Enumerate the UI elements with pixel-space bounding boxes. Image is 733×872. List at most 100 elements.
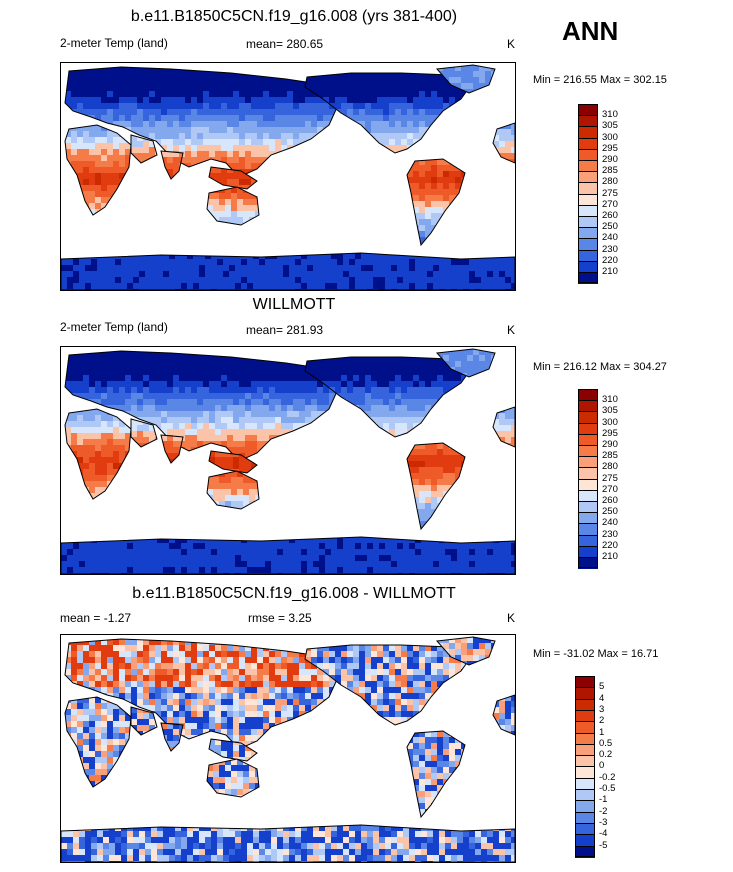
colorbar-swatch [575,811,595,824]
units-label: K [507,323,516,337]
min-max-label: Min = 216.12 Max = 304.27 [533,361,667,373]
colorbar-swatch [578,445,598,458]
colorbar-label: 260 [602,495,618,506]
colorbar-swatch [578,534,598,547]
colorbar-label: 0.5 [599,737,613,749]
colorbar-swatch [578,204,598,217]
colorbar-label: 280 [602,461,618,473]
colorbar-label: 220 [602,254,618,266]
colorbar-label: 250 [602,221,618,233]
colorbar-label: 260 [602,210,618,221]
colorbar-label: -2 [599,805,608,817]
colorbar-outline [578,104,598,284]
colorbar-swatch [578,478,598,491]
temperature-map [60,62,516,291]
mean-label: mean = -1.27 [60,611,132,625]
colorbar-label: 305 [602,405,618,417]
colorbar-swatch [575,687,595,700]
colorbar-swatch [578,422,598,435]
colorbar-label: 300 [602,416,618,428]
colorbar-swatch [575,777,595,790]
colorbar-swatch [578,545,598,558]
variable-label: 2-meter Temp (land) [60,36,168,50]
colorbar-label: 275 [602,472,618,484]
colorbar-swatch [575,766,595,779]
colorbar-label: 285 [602,450,618,462]
colorbar-label: 4 [599,692,605,704]
panel-title: b.e11.B1850C5CN.f19_g16.008 (yrs 381-400… [130,8,458,25]
colorbar-swatch [578,227,598,240]
colorbar-swatch [578,160,598,173]
colorbar-label: 1 [599,726,605,738]
colorbar-label: 270 [602,198,618,210]
colorbar-swatch [575,755,595,768]
colorbar-label: 310 [602,109,618,121]
colorbar-swatch [578,489,598,502]
colorbar-swatch [578,238,598,251]
colorbar-label: 0 [599,760,605,772]
colorbar-swatch [578,411,598,424]
colorbar-swatch [578,557,598,570]
colorbar-label: 210 [602,266,618,277]
colorbar-swatch [575,732,595,745]
colorbar-label: 295 [602,427,618,439]
colorbar-label: 240 [602,517,618,529]
colorbar-label: 290 [602,439,618,450]
colorbar-label: 210 [602,551,618,562]
colorbar-label: 0.2 [599,749,613,761]
colorbar-swatch [575,709,595,723]
rmse-label: rmse = 3.25 [248,611,312,625]
colorbar-label: -5 [599,839,608,851]
colorbar-label: 310 [602,394,618,406]
colorbar-swatch [578,272,598,285]
colorbar-label: 250 [602,506,618,518]
units-label: K [507,37,516,51]
min-max-label: Min = 216.55 Max = 302.15 [533,74,667,86]
panel-title: b.e11.B1850C5CN.f19_g16.008 - WILLMOTT [132,585,456,602]
colorbar-swatch [578,182,598,195]
min-max-label: Min = -31.02 Max = 16.71 [533,648,659,660]
colorbar-label: -1 [599,794,608,806]
colorbar-label: -0.5 [599,783,616,794]
colorbar-label: 290 [602,154,618,165]
colorbar-outline [575,676,595,857]
colorbar-swatch [575,743,595,757]
colorbar-swatch [578,433,598,446]
colorbar-swatch [578,260,598,273]
colorbar-label: 300 [602,131,618,143]
difference-map [60,634,516,863]
colorbar-label: 280 [602,176,618,188]
variable-label: 2-meter Temp (land) [60,320,168,334]
colorbar-swatch [578,193,598,206]
colorbar-swatch [578,467,598,480]
units-label: K [507,611,516,625]
colorbar-label: 230 [602,243,618,255]
colorbar-label: 275 [602,187,618,199]
colorbar-swatch [578,249,598,262]
colorbar-swatch [575,845,595,858]
season-label: ANN [562,16,619,46]
colorbar-swatch [575,800,595,813]
colorbar-label: -0.2 [599,771,616,783]
colorbar-label: 240 [602,232,618,244]
colorbar-swatch [575,834,595,847]
colorbar-label: 5 [599,681,605,693]
colorbar-swatch [575,789,595,802]
mean-label: mean= 280.65 [246,37,324,51]
colorbar-swatch [578,216,598,229]
colorbar-label: 285 [602,165,618,177]
colorbar-swatch [575,698,595,711]
colorbar-label: 295 [602,142,618,154]
colorbar-outline [578,389,598,569]
temperature-map [60,346,516,575]
colorbar-label: 230 [602,528,618,540]
colorbar-label: -4 [599,828,608,840]
colorbar-swatch [578,501,598,514]
colorbar-swatch [578,115,598,128]
colorbar-label: 2 [599,715,605,727]
colorbar-label: 270 [602,483,618,495]
colorbar-swatch [578,148,598,161]
colorbar-label: 3 [599,703,605,715]
mean-label: mean= 281.93 [246,323,324,337]
colorbar-swatch [578,523,598,536]
